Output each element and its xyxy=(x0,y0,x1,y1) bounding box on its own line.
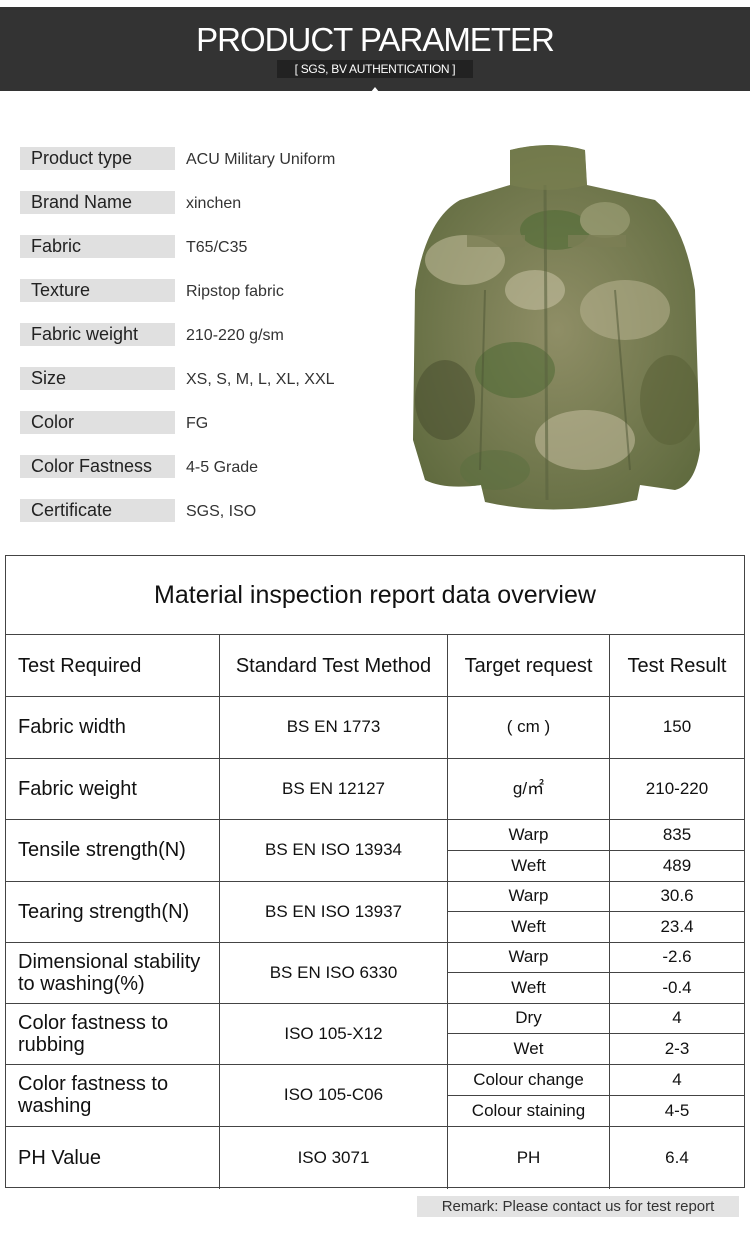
page-title: PRODUCT PARAMETER xyxy=(196,21,555,58)
test-name-cell: Fabric weight xyxy=(6,758,220,820)
test-required-header: Test Required xyxy=(6,635,220,697)
target-request-cell: Weft xyxy=(448,912,610,943)
remark-note: Remark: Please contact us for test repor… xyxy=(417,1196,739,1217)
test-method-cell: BS EN 1773 xyxy=(220,697,448,759)
target-request-cell: Dry xyxy=(448,1003,610,1035)
parameter-row: Texture Ripstop fabric xyxy=(20,279,380,302)
report-title: Material inspection report data overview xyxy=(6,556,744,635)
parameter-label: Color Fastness xyxy=(20,455,175,478)
parameter-label: Fabric weight xyxy=(20,323,175,346)
test-method-cell: BS EN ISO 13937 xyxy=(220,881,448,943)
parameter-label: Brand Name xyxy=(20,191,175,214)
target-request-cell: Warp xyxy=(448,942,610,973)
test-method-cell: BS EN 12127 xyxy=(220,758,448,820)
parameter-label: Color xyxy=(20,411,175,434)
target-request-cell: ( cm ) xyxy=(448,697,610,759)
test-name-cell: Color fastness to washing xyxy=(6,1065,220,1127)
parameter-row: Fabric T65/C35 xyxy=(20,235,380,258)
parameter-value: 210-220 g/sm xyxy=(186,327,284,344)
test-result-cell: 210-220 xyxy=(610,759,744,820)
test-method-cell: ISO 105-X12 xyxy=(220,1003,448,1065)
test-result-cell: 835 xyxy=(610,820,744,851)
parameter-label: Fabric xyxy=(20,235,175,258)
parameter-label: Texture xyxy=(20,279,175,302)
parameter-row: Certificate SGS, ISO xyxy=(20,499,380,522)
pointer-triangle-icon xyxy=(366,87,384,98)
target-request-cell: Wet xyxy=(448,1034,610,1065)
target-request-cell: Colour change xyxy=(448,1065,610,1096)
test-result-cell: 4-5 xyxy=(610,1096,744,1127)
parameter-value: xinchen xyxy=(186,195,242,212)
target-request-cell: Weft xyxy=(448,973,610,1004)
test-method-cell: ISO 3071 xyxy=(220,1126,448,1189)
test-name-cell: Color fastness to rubbing xyxy=(6,1003,220,1065)
parameter-value: 4-5 Grade xyxy=(186,459,259,476)
test-name-cell: PH Value xyxy=(6,1126,220,1189)
parameter-value: XS, S, M, L, XL, XXL xyxy=(186,371,335,388)
test-name-cell: Tearing strength(N) xyxy=(6,881,220,943)
test-result-cell: 489 xyxy=(610,851,744,882)
test-name-cell: Dimensional stability to washing(%) xyxy=(6,942,220,1004)
test-result-cell: 2-3 xyxy=(610,1034,744,1065)
parameter-value: ACU Military Uniform xyxy=(186,151,336,168)
header-banner: PRODUCT PARAMETER [ SGS, BV AUTHENTICATI… xyxy=(0,7,750,98)
test-name-cell: Tensile strength(N) xyxy=(6,820,220,882)
test-result-cell: -0.4 xyxy=(610,973,744,1004)
target-request-cell: Colour staining xyxy=(448,1095,610,1127)
parameter-row: Size XS, S, M, L, XL, XXL xyxy=(20,367,380,390)
target-request-cell: PH xyxy=(448,1126,610,1189)
parameter-row: Fabric weight 210-220 g/sm xyxy=(20,323,380,346)
inspection-report-table: Material inspection report data overview… xyxy=(5,555,745,1189)
target-request-cell: g/㎡ xyxy=(448,758,610,820)
test-name-cell: Fabric width xyxy=(6,697,220,759)
parameter-label: Product type xyxy=(20,147,175,170)
target-request-cell: Weft xyxy=(448,850,610,882)
test-method-cell: BS EN ISO 13934 xyxy=(220,820,448,882)
parameter-value: SGS, ISO xyxy=(186,503,257,520)
parameter-row: Product type ACU Military Uniform xyxy=(20,147,380,170)
test-method-cell: BS EN ISO 6330 xyxy=(220,942,448,1004)
test-result-cell: 30.6 xyxy=(610,882,744,912)
test-result-cell: 4 xyxy=(610,1065,744,1096)
test-method-cell: ISO 105-C06 xyxy=(220,1065,448,1127)
parameter-label: Size xyxy=(20,367,175,390)
test-result-cell: -2.6 xyxy=(610,943,744,973)
test-result-header: Test Result xyxy=(610,635,744,697)
test-result-cell: 23.4 xyxy=(610,912,744,943)
parameter-value: Ripstop fabric xyxy=(186,283,284,300)
parameter-value: FG xyxy=(186,415,209,432)
target-request-cell: Warp xyxy=(448,820,610,851)
parameter-row: Brand Name xinchen xyxy=(20,191,380,214)
page-subtitle: [ SGS, BV AUTHENTICATION ] xyxy=(277,60,473,78)
parameter-value: T65/C35 xyxy=(186,239,248,256)
parameter-label: Certificate xyxy=(20,499,175,522)
test-result-cell: 4 xyxy=(610,1004,744,1035)
standard-method-header: Standard Test Method xyxy=(220,635,448,697)
test-result-cell: 150 xyxy=(610,697,744,759)
target-request-cell: Warp xyxy=(448,881,610,912)
parameter-row: Color FG xyxy=(20,411,380,434)
target-request-header: Target request xyxy=(448,635,610,697)
test-result-cell: 6.4 xyxy=(665,1147,689,1167)
parameter-row: Color Fastness 4-5 Grade xyxy=(20,455,380,478)
camouflage-jacket-photo xyxy=(413,145,700,510)
